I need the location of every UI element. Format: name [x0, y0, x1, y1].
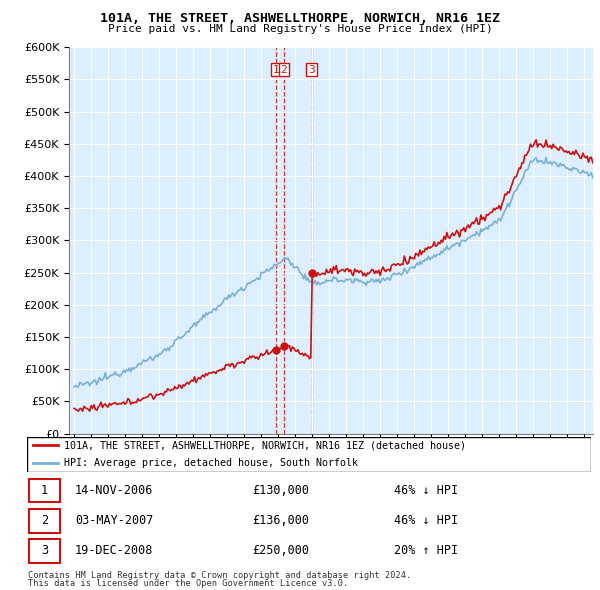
Text: £130,000: £130,000: [253, 484, 310, 497]
Text: 20% ↑ HPI: 20% ↑ HPI: [394, 545, 458, 558]
Text: 2: 2: [280, 65, 287, 75]
Text: £136,000: £136,000: [253, 514, 310, 527]
Text: 2: 2: [41, 514, 48, 527]
Text: 1: 1: [41, 484, 48, 497]
Text: 03-MAY-2007: 03-MAY-2007: [75, 514, 154, 527]
Text: 1: 1: [272, 65, 280, 75]
Bar: [29, 478, 60, 503]
Text: 14-NOV-2006: 14-NOV-2006: [75, 484, 154, 497]
Text: 19-DEC-2008: 19-DEC-2008: [75, 545, 154, 558]
Text: 46% ↓ HPI: 46% ↓ HPI: [394, 514, 458, 527]
Bar: [29, 539, 60, 563]
Text: 46% ↓ HPI: 46% ↓ HPI: [394, 484, 458, 497]
Text: Price paid vs. HM Land Registry's House Price Index (HPI): Price paid vs. HM Land Registry's House …: [107, 24, 493, 34]
Text: HPI: Average price, detached house, South Norfolk: HPI: Average price, detached house, Sout…: [64, 458, 358, 468]
Text: 101A, THE STREET, ASHWELLTHORPE, NORWICH, NR16 1EZ: 101A, THE STREET, ASHWELLTHORPE, NORWICH…: [100, 12, 500, 25]
Bar: [29, 509, 60, 533]
Text: 3: 3: [308, 65, 315, 75]
Text: 3: 3: [41, 545, 48, 558]
Text: £250,000: £250,000: [253, 545, 310, 558]
Text: This data is licensed under the Open Government Licence v3.0.: This data is licensed under the Open Gov…: [28, 579, 349, 588]
Text: Contains HM Land Registry data © Crown copyright and database right 2024.: Contains HM Land Registry data © Crown c…: [28, 571, 412, 579]
Text: 101A, THE STREET, ASHWELLTHORPE, NORWICH, NR16 1EZ (detached house): 101A, THE STREET, ASHWELLTHORPE, NORWICH…: [64, 441, 466, 450]
